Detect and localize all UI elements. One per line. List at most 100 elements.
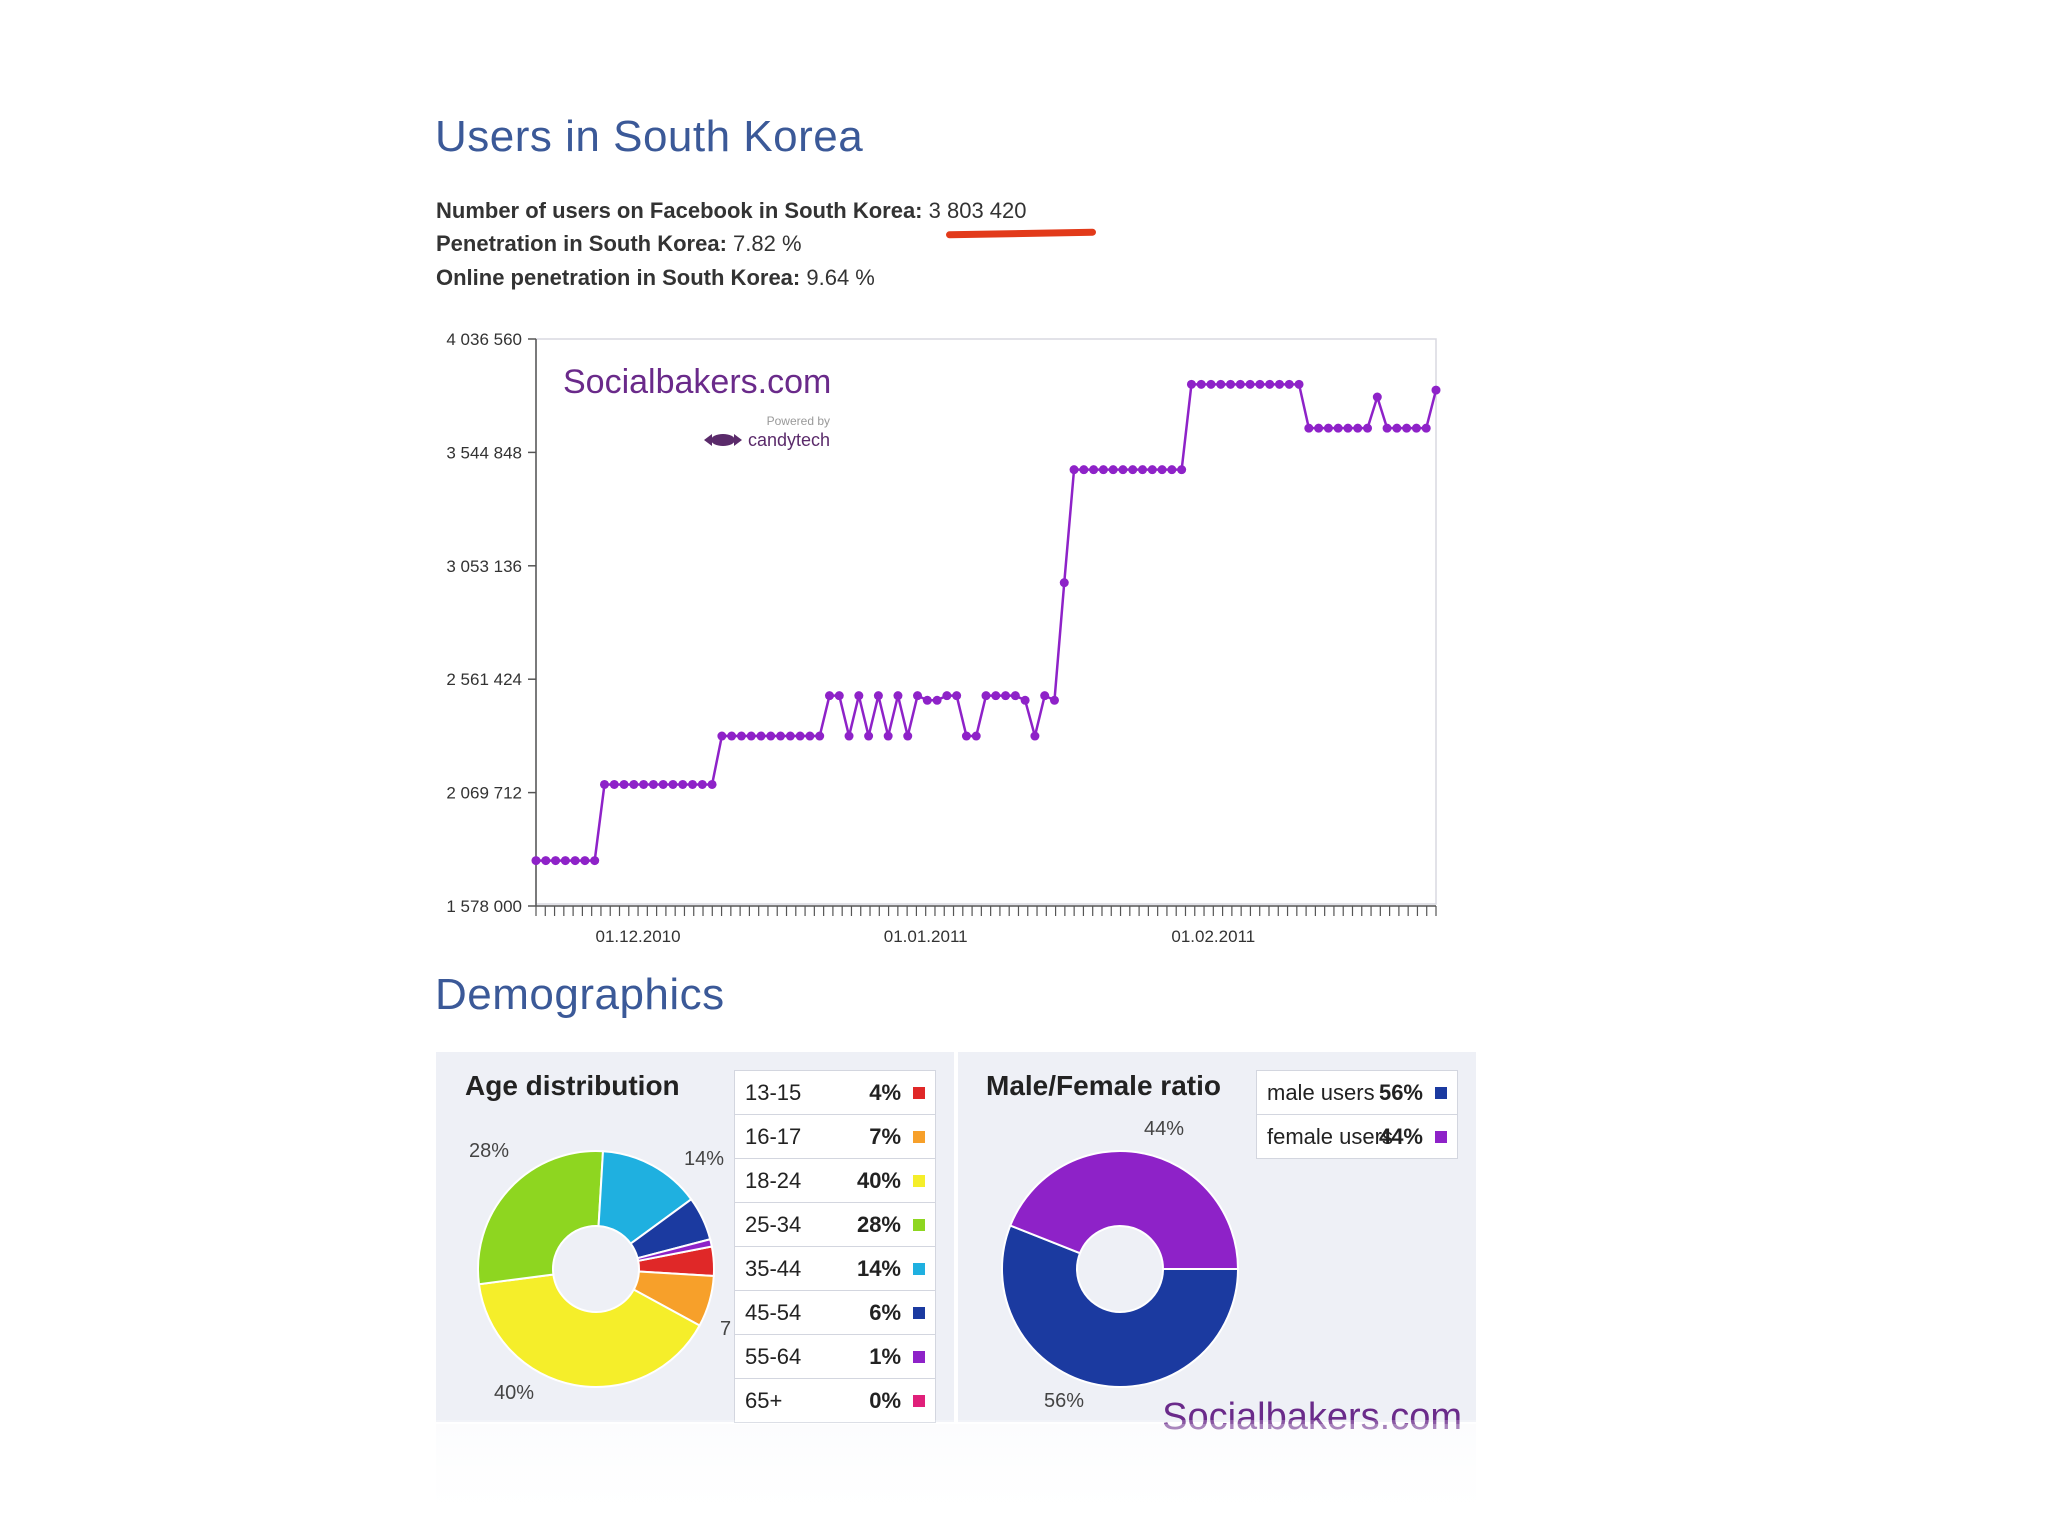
data-point [1304, 423, 1314, 433]
data-point [1040, 691, 1050, 701]
watermark-partner: candytech [748, 430, 830, 450]
data-point [1108, 465, 1118, 475]
legend-swatch [913, 1351, 925, 1363]
data-point [541, 856, 551, 866]
data-point [1314, 423, 1324, 433]
age-callout-14: 14% [684, 1148, 725, 1170]
data-point [922, 695, 932, 705]
data-point [1196, 379, 1206, 389]
data-point [648, 779, 658, 789]
data-point [805, 731, 815, 741]
pie-slice [636, 1238, 714, 1262]
legend-row: 35-44 14% [735, 1247, 935, 1291]
data-point [1245, 379, 1255, 389]
data-point [883, 731, 893, 741]
x-ticks: 01.12.2010 01.01.2011 01.02.2011 [535, 906, 1437, 946]
data-point [834, 691, 844, 701]
stat-penetration-label: Penetration in South Korea: [436, 231, 727, 256]
legend-swatch [913, 1131, 925, 1143]
gender-legend: male users 56% female users 44% [1256, 1070, 1458, 1159]
legend-row: female users 44% [1257, 1115, 1457, 1158]
y-tick-label: 4 036 560 [446, 330, 522, 349]
legend-label: 35-44 [745, 1256, 802, 1281]
age-callout-28: 28% [469, 1140, 510, 1162]
y-tick-label: 2 561 424 [446, 670, 522, 689]
gender-callout-56: 56% [1044, 1390, 1085, 1412]
legend-label: 16-17 [745, 1124, 802, 1149]
data-point [776, 731, 786, 741]
legend-row: 18-24 40% [735, 1159, 935, 1203]
stat-penetration: Penetration in South Korea: 7.82 % [436, 231, 802, 257]
legend-swatch [913, 1219, 925, 1231]
plot-area [535, 338, 1437, 905]
data-point [971, 731, 981, 741]
data-point [961, 731, 971, 741]
stat-penetration-value: 7.82 % [733, 231, 802, 256]
page-title: Users in South Korea [435, 112, 864, 161]
data-point [736, 731, 746, 741]
data-point [1186, 379, 1196, 389]
data-point [932, 695, 942, 705]
data-point [1118, 465, 1128, 475]
data-point [913, 691, 923, 701]
data-point [1157, 465, 1167, 475]
data-point [1128, 465, 1138, 475]
watermark-brand: Socialbakers.com [563, 363, 831, 401]
data-point [756, 731, 766, 741]
series-group [531, 379, 1441, 866]
data-point [903, 731, 913, 741]
data-point [1284, 379, 1294, 389]
data-point [766, 731, 776, 741]
legend-label: 65+ [745, 1388, 783, 1413]
legend-swatch [913, 1087, 925, 1099]
legend-row: 25-34 28% [735, 1203, 935, 1247]
stat-users-label: Number of users on Facebook in South Kor… [436, 198, 923, 223]
data-point [1431, 385, 1441, 395]
legend-swatch [913, 1395, 925, 1407]
legend-row: 55-64 1% [735, 1335, 935, 1379]
data-point [1226, 379, 1236, 389]
stat-online-penetration: Online penetration in South Korea: 9.64 … [436, 265, 875, 291]
data-point [1069, 465, 1079, 475]
legend-pct: 14% [856, 1256, 901, 1281]
stat-online-penetration-label: Online penetration in South Korea: [436, 265, 801, 290]
data-point [1020, 695, 1030, 705]
legend-row: 13-15 4% [735, 1071, 935, 1115]
reflection-fade [0, 1420, 2048, 1536]
data-point [844, 731, 854, 741]
data-point [1265, 379, 1275, 389]
data-point [1255, 379, 1265, 389]
data-point [1167, 465, 1177, 475]
data-point [785, 731, 795, 741]
y-tick-label: 3 053 136 [446, 557, 522, 576]
data-point [1372, 392, 1382, 402]
data-point [599, 779, 609, 789]
pie-slice [597, 1150, 693, 1246]
data-point [1079, 465, 1089, 475]
data-point [1138, 465, 1148, 475]
data-point [981, 691, 991, 701]
pie-slice [1001, 1224, 1240, 1388]
stat-online-penetration-value: 9.64 % [806, 265, 875, 290]
pie-slice [477, 1273, 701, 1388]
legend-pct: 7% [869, 1124, 901, 1149]
data-point [668, 779, 678, 789]
data-point [697, 779, 707, 789]
data-point [1147, 465, 1157, 475]
legend-label: 18-24 [745, 1168, 802, 1193]
legend-label: 25-34 [745, 1212, 802, 1237]
data-point [1402, 423, 1412, 433]
gender-ratio-panel: Male/Female ratio 44% 56% male users 56% … [958, 1052, 1476, 1438]
legend-swatch [913, 1175, 925, 1187]
data-point [1294, 379, 1304, 389]
data-point [1392, 423, 1402, 433]
data-point [707, 779, 717, 789]
data-point [1411, 423, 1421, 433]
stat-users-value: 3 803 420 [928, 198, 1027, 223]
data-point [570, 856, 580, 866]
age-legend: 13-15 4% 16-17 7% 18-24 40% 25-34 28% 35-44 1… [734, 1070, 936, 1423]
data-point [873, 691, 883, 701]
age-distribution-panel: Age distribution 28% 14% 40% 7 13-15 4% 1… [436, 1052, 954, 1423]
data-point [1274, 379, 1284, 389]
gender-callout-44: 44% [1144, 1118, 1185, 1140]
